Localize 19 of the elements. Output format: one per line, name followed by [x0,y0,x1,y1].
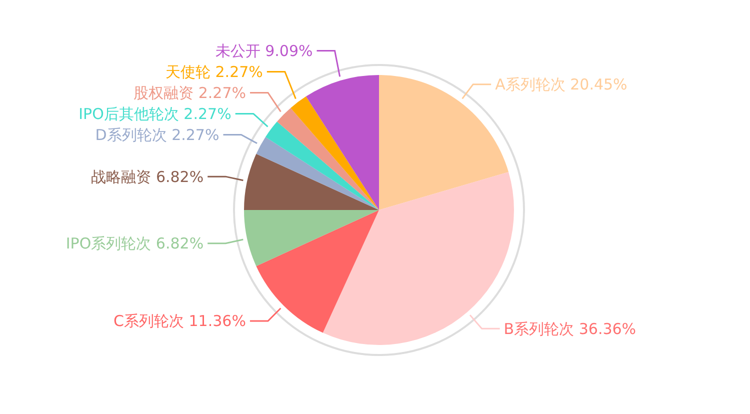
slice-label: D系列轮次 2.27% [95,126,220,144]
slice-label: IPO后其他轮次 2.27% [78,104,232,123]
pie-slice [276,108,379,210]
pie-slice [322,172,514,345]
pie-slice [256,210,379,333]
pie-slice [290,96,379,210]
slice-label: 天使轮 2.27% [165,62,263,81]
pie-slice [244,210,379,266]
pie-slice [306,75,379,210]
pie-slice [265,122,379,210]
slice-label: B系列轮次 36.36% [504,320,636,338]
pie-slice [256,136,379,210]
slice-label: C系列轮次 11.36% [114,312,246,330]
slice-label: 未公开 9.09% [215,42,313,60]
slice-label: 股权融资 2.27% [134,84,246,102]
slice-label: A系列轮次 20.45% [495,76,628,94]
slice-label: 战略融资 6.82% [91,168,204,186]
slice-label: IPO系列轮次 6.82% [66,234,204,253]
pie-slice [244,154,379,210]
